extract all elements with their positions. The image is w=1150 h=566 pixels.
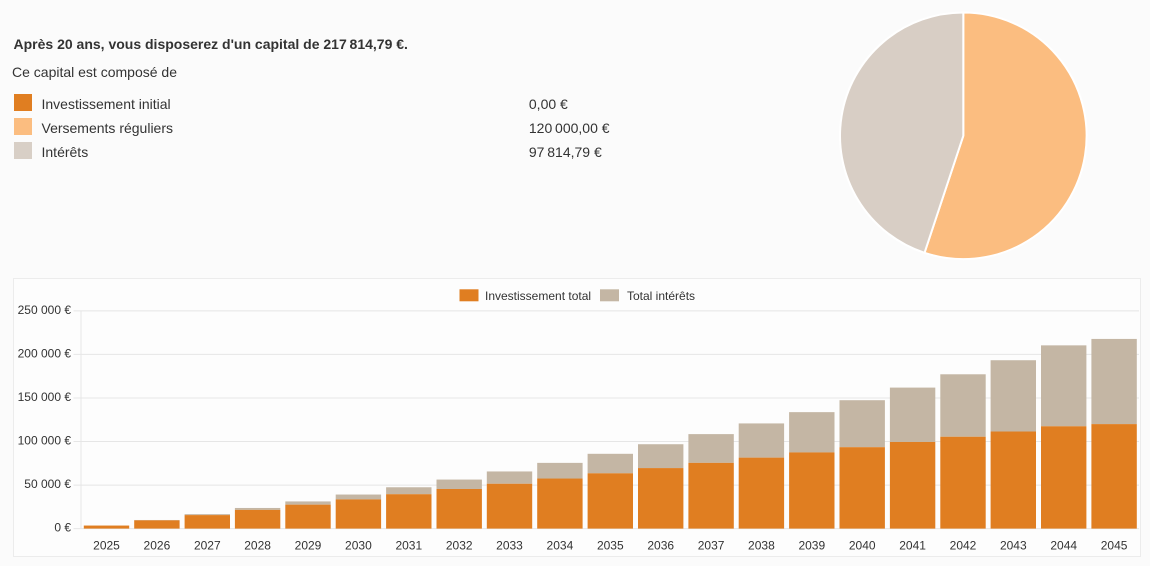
svg-text:2032: 2032 (446, 538, 473, 552)
svg-text:150 000 €: 150 000 € (18, 390, 72, 404)
svg-text:2026: 2026 (144, 538, 171, 552)
svg-text:0 €: 0 € (54, 520, 71, 534)
svg-text:2036: 2036 (647, 538, 674, 552)
svg-text:2025: 2025 (93, 538, 120, 552)
svg-text:2029: 2029 (295, 538, 322, 552)
svg-text:2043: 2043 (1000, 538, 1027, 552)
svg-text:50 000 €: 50 000 € (24, 477, 71, 491)
svg-text:2037: 2037 (698, 538, 725, 552)
svg-text:2031: 2031 (395, 538, 422, 552)
svg-text:2042: 2042 (950, 538, 977, 552)
svg-text:Total intérêts: Total intérêts (627, 289, 695, 303)
svg-text:100 000 €: 100 000 € (18, 433, 72, 447)
svg-text:250 000 €: 250 000 € (18, 303, 72, 317)
svg-text:2039: 2039 (798, 538, 825, 552)
svg-text:2030: 2030 (345, 538, 372, 552)
svg-text:2045: 2045 (1101, 538, 1128, 552)
svg-text:2038: 2038 (748, 538, 775, 552)
svg-text:2033: 2033 (496, 538, 523, 552)
svg-text:2027: 2027 (194, 538, 221, 552)
svg-text:2034: 2034 (547, 538, 574, 552)
svg-text:2040: 2040 (849, 538, 876, 552)
svg-text:2035: 2035 (597, 538, 624, 552)
svg-text:2028: 2028 (244, 538, 271, 552)
svg-text:Investissement total: Investissement total (485, 289, 591, 303)
svg-text:2044: 2044 (1050, 538, 1077, 552)
svg-text:2041: 2041 (899, 538, 926, 552)
svg-text:200 000 €: 200 000 € (18, 346, 72, 360)
